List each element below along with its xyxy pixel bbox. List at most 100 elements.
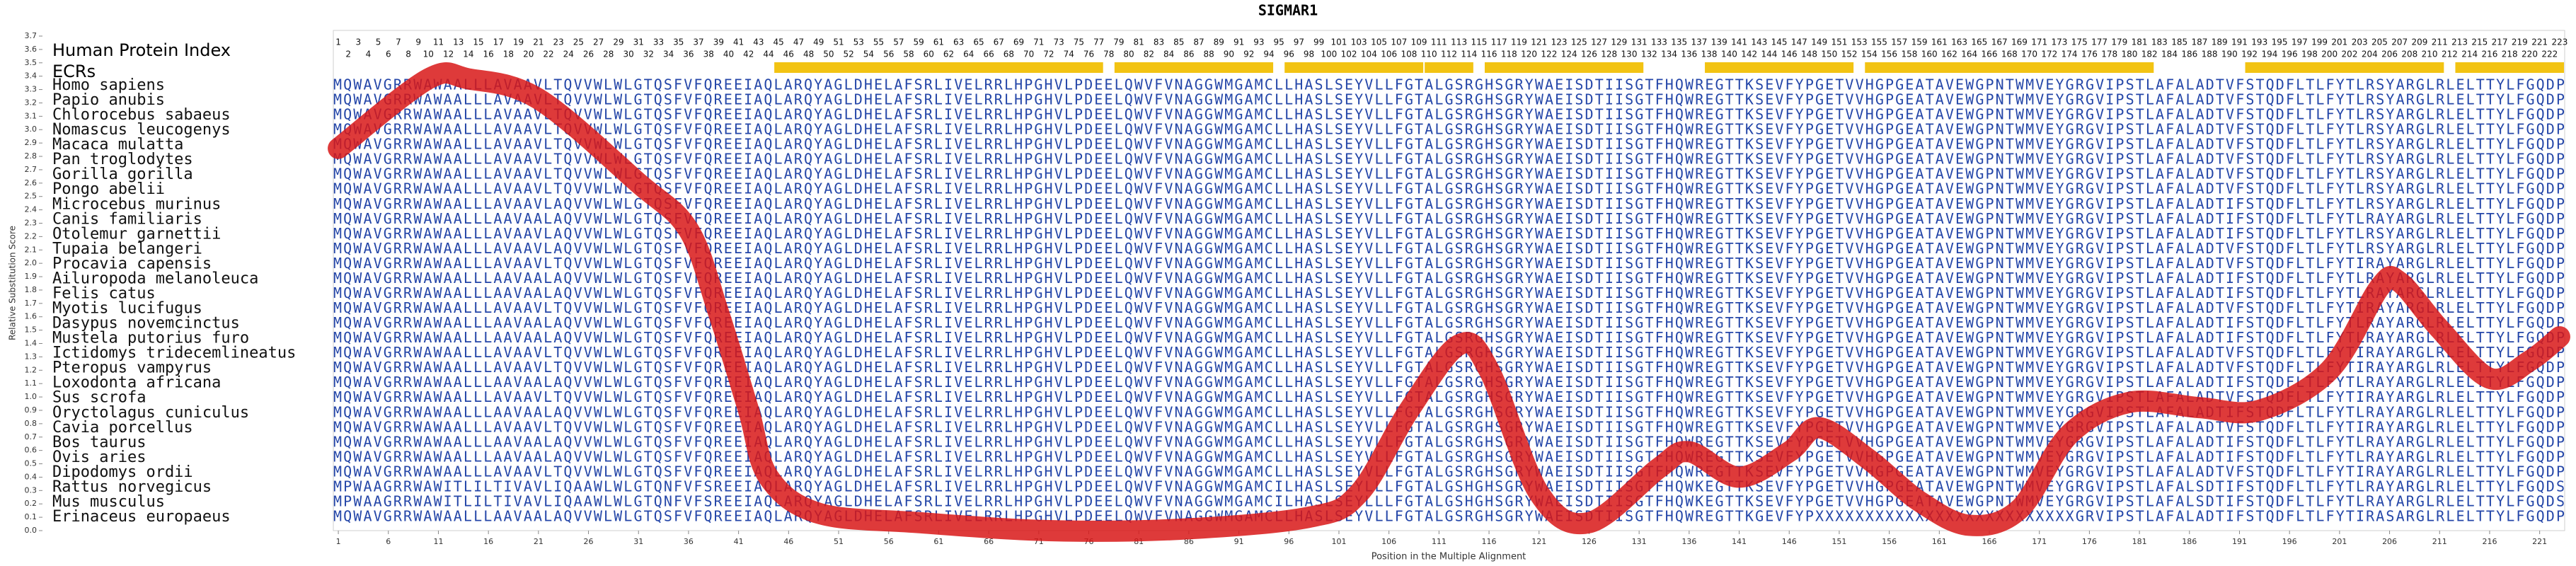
human-index-number: 105: [1371, 37, 1387, 47]
human-index-number: 25: [573, 37, 584, 47]
human-index-number: 112: [1441, 50, 1457, 59]
x-tick-label: 106: [1381, 537, 1396, 546]
human-index-number: 75: [1074, 37, 1084, 47]
human-index-number: 178: [2101, 50, 2117, 59]
sequence: MQWAVGRRWAWAALLLAVAAVLAQVVWLWLGTQSFVFQRE…: [333, 195, 2565, 212]
human-index-number: 218: [2502, 50, 2518, 59]
human-index-number: 83: [1154, 37, 1164, 47]
human-index-number: 207: [2391, 37, 2408, 47]
human-index-number: 62: [943, 50, 954, 59]
human-index-number: 23: [553, 37, 563, 47]
human-index-number: 8: [406, 50, 411, 59]
y-tick-label: 3.1: [25, 111, 38, 120]
sequence: MQWAVGRRWAWAALLLAAVAALAQVVWLWLGTQSFVFQRE…: [333, 433, 2565, 450]
sequence: MPWAAGRRWAWITLILTIVAVLIQAAWLWLGTQNFVFSRE…: [333, 492, 2565, 509]
y-axis-label: Relative Substitution Score: [8, 226, 18, 340]
sequence: MPWAAGRRWAWITLILTIVAVLIQAAWLWLGTQNFVFSRE…: [333, 478, 2565, 495]
human-index-number: 65: [973, 37, 984, 47]
human-index-number: 94: [1263, 50, 1274, 59]
x-tick-label: 146: [1782, 537, 1797, 546]
human-index-number: 61: [933, 37, 944, 47]
human-index-number: 216: [2482, 50, 2498, 59]
human-index-number: 191: [2231, 37, 2248, 47]
human-index-number: 107: [1391, 37, 1407, 47]
human-index-number: 33: [653, 37, 664, 47]
x-tick-label: 196: [2282, 537, 2297, 546]
human-index-number: 64: [963, 50, 974, 59]
human-index-number: 48: [803, 50, 814, 59]
human-index-number: 192: [2241, 50, 2258, 59]
human-index-number: 198: [2301, 50, 2318, 59]
x-tick-label: 116: [1482, 537, 1497, 546]
score-line: [328, 62, 2570, 542]
x-tick-label: 221: [2532, 537, 2547, 546]
human-index-number: 187: [2191, 37, 2207, 47]
human-index-number: 212: [2442, 50, 2458, 59]
human-index-number: 165: [1971, 37, 1987, 47]
sequence: MQWAVGRRWAWAALLLAAVAALAQVVWLWLGTQSFVFQRE…: [333, 210, 2565, 227]
human-index-number: 196: [2282, 50, 2298, 59]
human-index-number: 217: [2492, 37, 2508, 47]
human-index-number: 100: [1321, 50, 1337, 59]
human-index-number: 108: [1401, 50, 1417, 59]
y-tick-label: 2.4: [25, 205, 38, 214]
human-index-number: 114: [1461, 50, 1477, 59]
human-index-number: 27: [593, 37, 604, 47]
human-index-number: 52: [844, 50, 854, 59]
ecr-bar: [1705, 62, 1854, 73]
human-index-number: 88: [1204, 50, 1214, 59]
human-index-number: 80: [1123, 50, 1134, 59]
y-tick-label: 2.5: [25, 192, 38, 201]
human-index-number: 171: [2031, 37, 2047, 47]
human-index-number: 39: [713, 37, 724, 47]
x-tick-label: 171: [2032, 537, 2047, 546]
human-index-number: 51: [833, 37, 844, 47]
y-tick-label: 2.2: [25, 231, 38, 241]
human-index-number: 201: [2331, 37, 2347, 47]
human-index-number: 16: [483, 50, 494, 59]
human-index-number: 104: [1361, 50, 1377, 59]
x-tick-label: 96: [1284, 537, 1294, 546]
y-tick-label: 3.6: [25, 45, 38, 54]
human-index-number: 29: [613, 37, 623, 47]
human-index-number: 205: [2371, 37, 2388, 47]
human-index-number: 184: [2161, 50, 2178, 59]
human-index-number: 211: [2432, 37, 2448, 47]
human-index-number: 127: [1591, 37, 1607, 47]
species-name: Ailuropoda melanoleuca: [52, 270, 258, 287]
chart-title: SIGMAR1: [1258, 2, 1318, 19]
x-tick-label: 191: [2232, 537, 2247, 546]
human-index-number: 31: [633, 37, 644, 47]
human-index-number: 99: [1313, 37, 1324, 47]
species-name: Felis catus: [52, 284, 156, 302]
species-name: Rattus norvegicus: [52, 478, 212, 496]
x-tick-label: 16: [483, 537, 493, 546]
human-index-number: 22: [543, 50, 553, 59]
human-index-number: 40: [723, 50, 734, 59]
human-index-number: 150: [1821, 50, 1837, 59]
human-index-number: 13: [453, 37, 464, 47]
y-tick-label: 1.5: [25, 325, 38, 335]
human-index-number: 180: [2121, 50, 2137, 59]
human-index-number: 124: [1561, 50, 1577, 59]
human-index-number: 111: [1431, 37, 1447, 47]
ecr-bar: [2455, 62, 2564, 73]
human-index-number: 151: [1831, 37, 1847, 47]
human-index-number: 214: [2461, 50, 2478, 59]
human-index-number: 87: [1193, 37, 1204, 47]
human-index-number: 122: [1541, 50, 1557, 59]
human-index-number: 26: [583, 50, 594, 59]
human-index-number: 96: [1284, 50, 1294, 59]
human-index-number: 208: [2401, 50, 2417, 59]
x-tick-label: 201: [2332, 537, 2347, 546]
species-name: Procavia capensis: [52, 255, 212, 272]
human-index-number: 131: [1631, 37, 1648, 47]
human-index-number: 92: [1243, 50, 1254, 59]
x-tick-label: 56: [884, 537, 894, 546]
human-index-number: 177: [2091, 37, 2108, 47]
human-index-number: 134: [1661, 50, 1677, 59]
x-tick-label: 121: [1531, 537, 1546, 546]
human-index-number: 102: [1341, 50, 1357, 59]
human-index-number: 32: [643, 50, 654, 59]
human-index-number: 79: [1113, 37, 1124, 47]
